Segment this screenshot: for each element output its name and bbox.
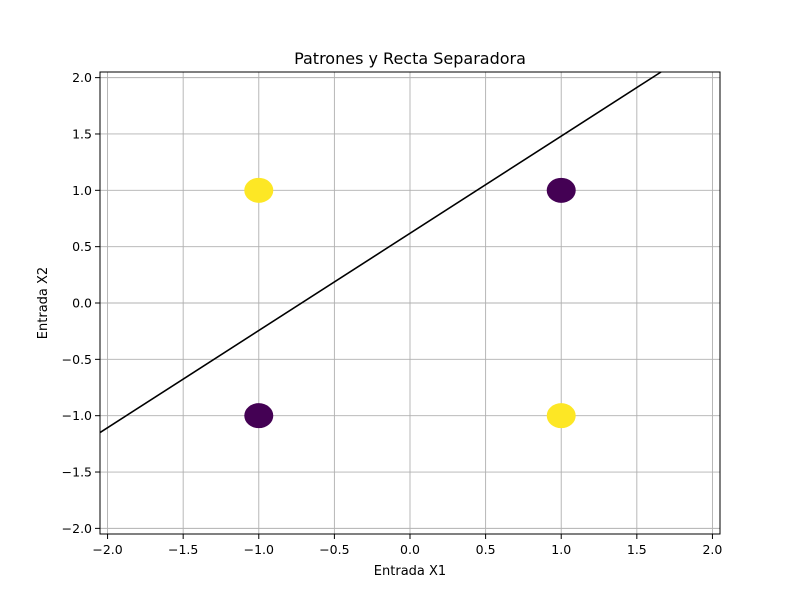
separator-line-layer (99, 71, 662, 434)
x-tick-label-1: −1.5 (168, 542, 198, 557)
x-tick-label-2: −1.0 (244, 542, 274, 557)
y-tick-label-4: 0.0 (72, 296, 92, 311)
data-point-3 (546, 403, 576, 429)
y-tick-label-6: 1.0 (72, 183, 92, 198)
points-layer (244, 177, 576, 429)
chart-title: Patrones y Recta Separadora (294, 49, 526, 68)
grid (100, 72, 720, 534)
data-point-1 (546, 177, 576, 203)
y-tick-label-1: −1.5 (62, 465, 92, 480)
x-tick-label-0: −2.0 (92, 542, 122, 557)
x-tick-label-4: 0.0 (400, 542, 420, 557)
y-axis-ticks: −2.0 −1.5 −1.0 −0.5 0.0 0.5 1.0 1.5 2.0 (62, 70, 100, 536)
y-tick-label-3: −0.5 (62, 352, 92, 367)
separator-line (99, 71, 662, 434)
x-tick-label-5: 0.5 (476, 542, 496, 557)
x-tick-label-8: 2.0 (702, 542, 722, 557)
y-tick-label-7: 1.5 (72, 126, 92, 141)
x-axis-label: Entrada X1 (374, 564, 446, 579)
y-axis-label: Entrada X2 (36, 267, 51, 339)
y-tick-label-8: 2.0 (72, 70, 92, 85)
x-tick-label-6: 1.0 (551, 542, 571, 557)
y-tick-label-0: −2.0 (62, 521, 92, 536)
y-tick-label-5: 0.5 (72, 239, 92, 254)
data-point-2 (244, 403, 274, 429)
x-tick-label-7: 1.5 (627, 542, 647, 557)
x-axis-ticks: −2.0 −1.5 −1.0 −0.5 0.0 0.5 1.0 1.5 2.0 (92, 534, 722, 557)
data-point-0 (244, 177, 274, 203)
x-tick-label-3: −0.5 (319, 542, 349, 557)
y-tick-label-2: −1.0 (62, 408, 92, 423)
